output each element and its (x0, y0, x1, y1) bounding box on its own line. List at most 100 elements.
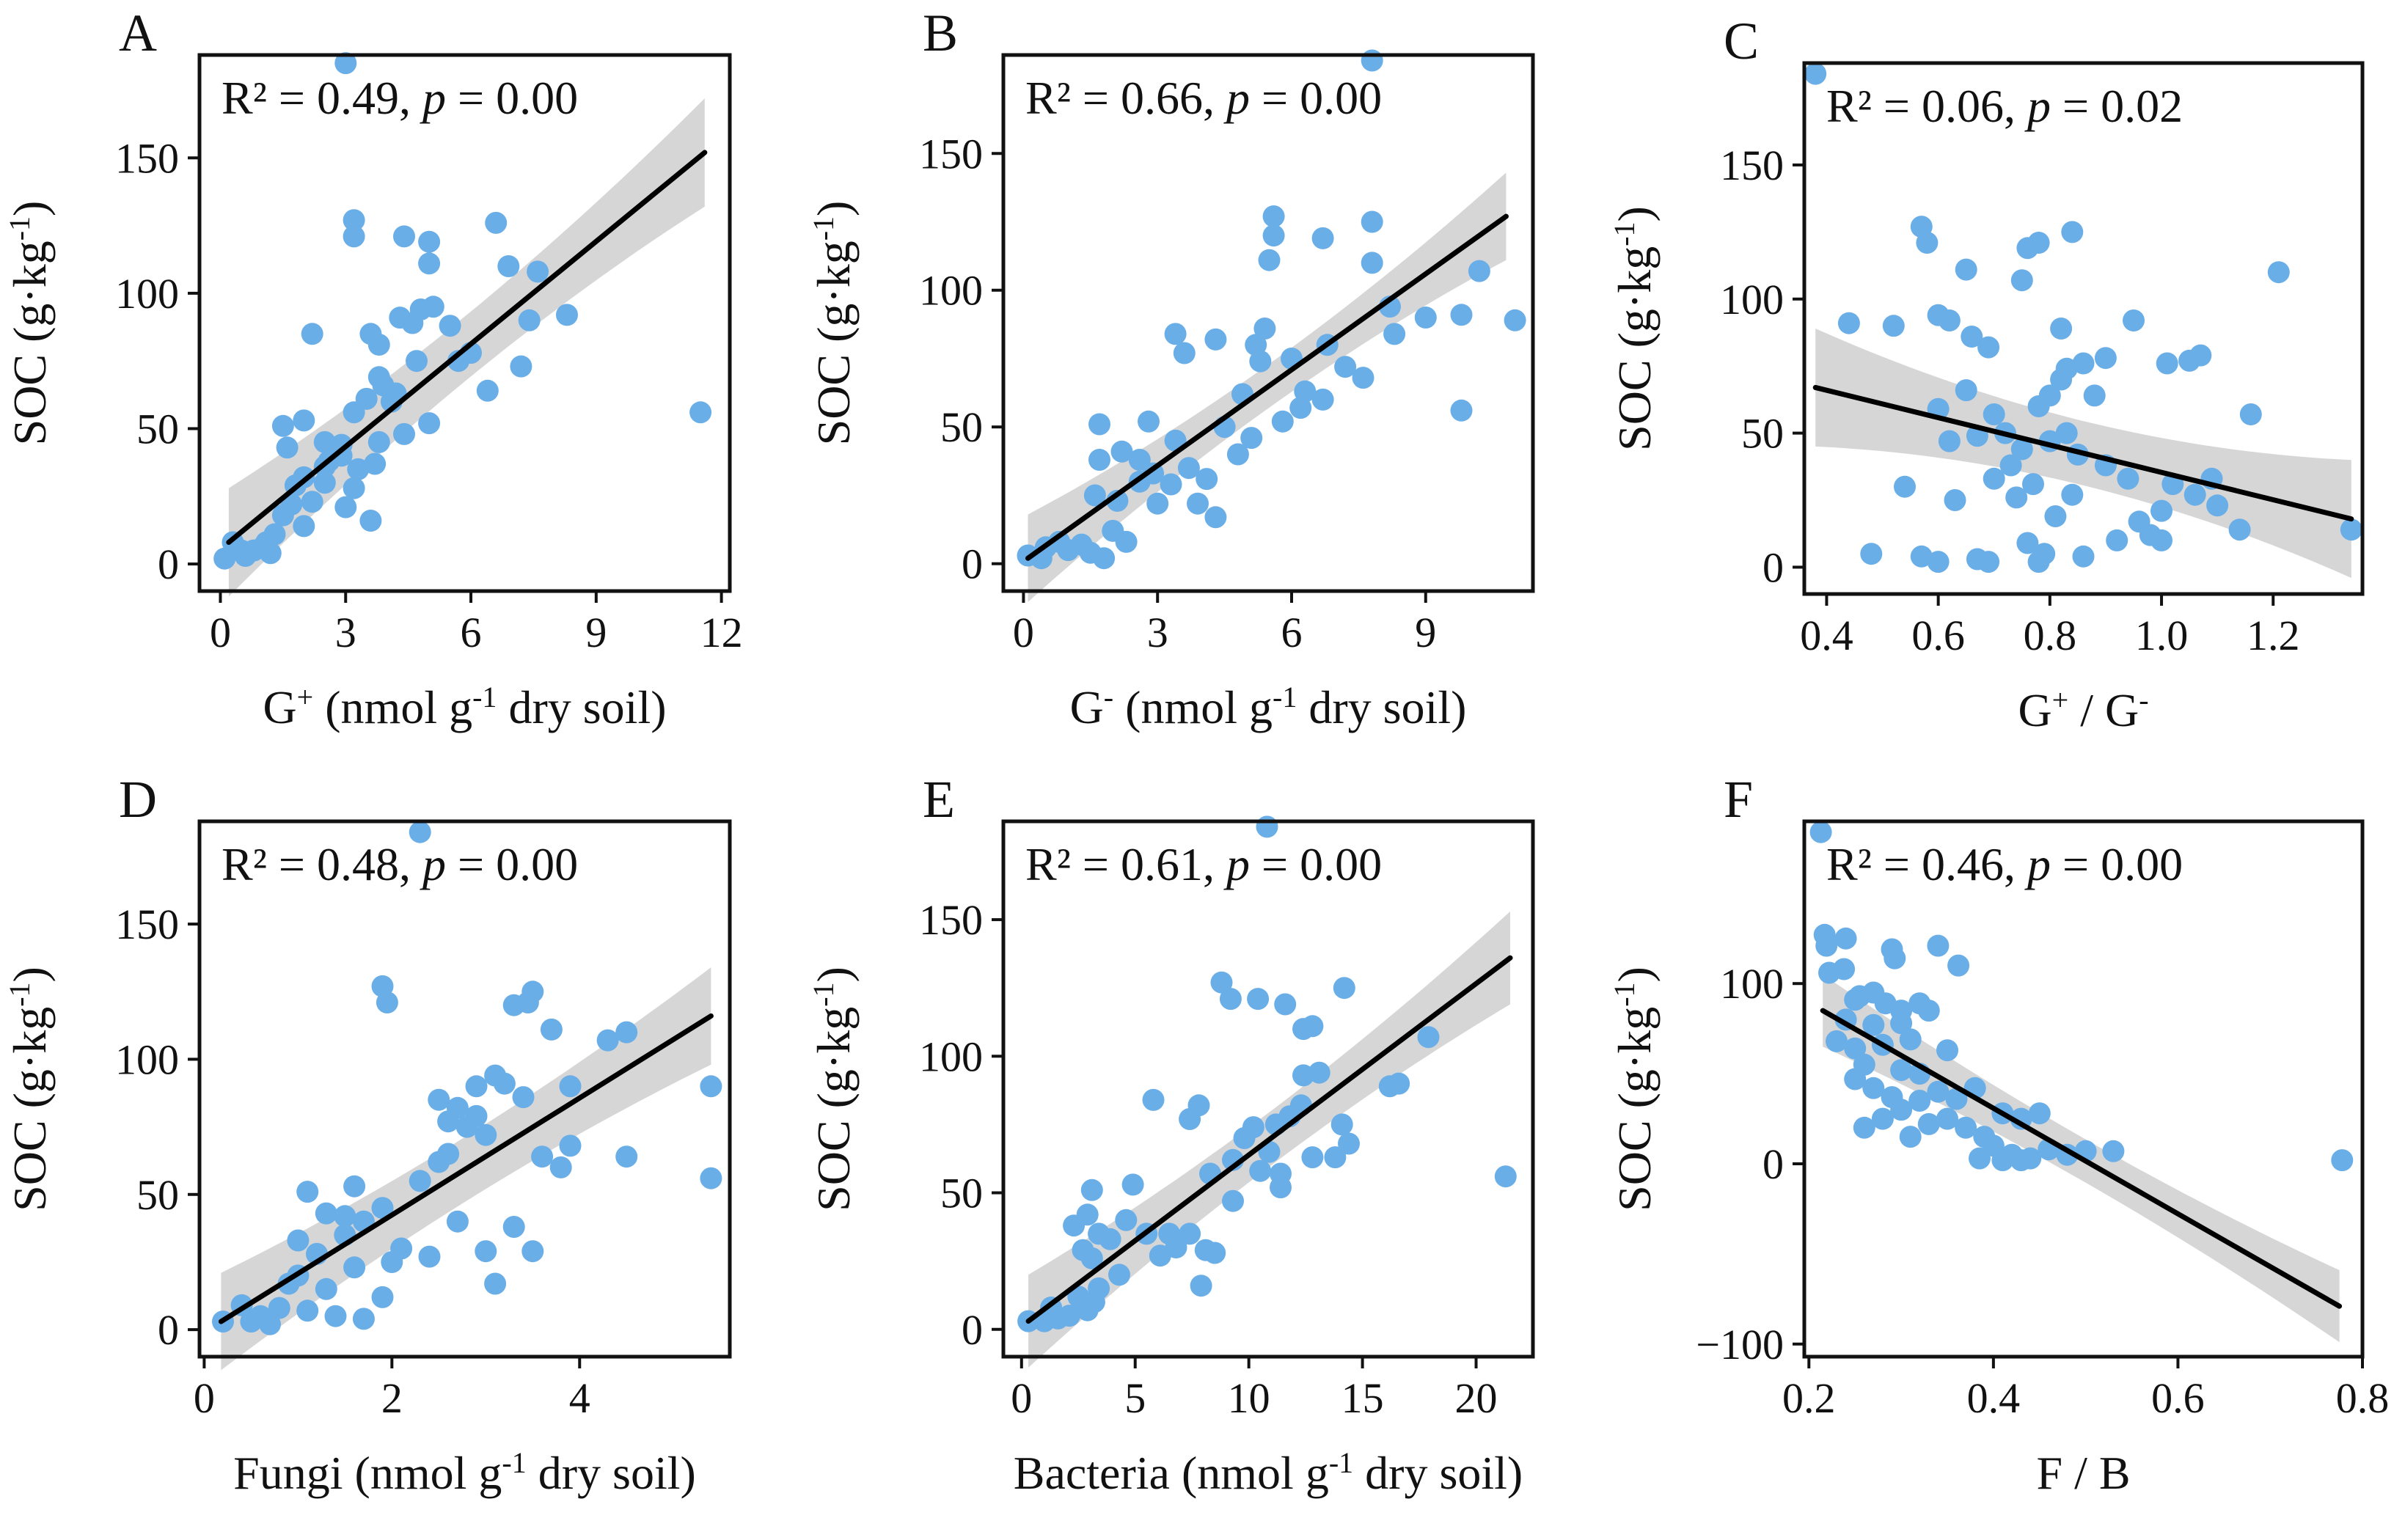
x-tick-label: 0 (1011, 1374, 1032, 1422)
x-label-main: Fungi (nmol g (233, 1447, 502, 1499)
p-letter: p (420, 838, 446, 890)
data-point (1108, 1264, 1130, 1286)
plot-frame (1001, 819, 1535, 1359)
x-label-rest: / G (2068, 684, 2139, 736)
x-tick-label: 10 (1228, 1374, 1270, 1422)
y-label-main: SOC (g (4, 1069, 56, 1211)
x-tick-label: 0.4 (1800, 612, 1853, 659)
data-point (1160, 473, 1182, 496)
data-point (502, 1216, 525, 1238)
data-point (364, 452, 387, 475)
data-point (1834, 927, 1857, 950)
x-tick-label: 3 (335, 609, 356, 656)
r2-value: 0.49 (317, 72, 399, 124)
data-point (343, 209, 365, 232)
data-point (1947, 954, 1970, 977)
data-point (1311, 227, 1334, 249)
y-tick-label: 150 (115, 134, 179, 182)
y-tick-label: 150 (919, 130, 983, 177)
x-label-main: Bacteria (nmol g (1014, 1447, 1329, 1499)
x-tick-label: 0 (210, 609, 231, 656)
data-point (315, 1277, 337, 1300)
data-point (1862, 1077, 1885, 1099)
data-point (2102, 1140, 2125, 1162)
plot-frame (197, 53, 732, 593)
y-label-dot: · (4, 287, 56, 303)
data-point (475, 1123, 497, 1146)
data-point (2010, 438, 2033, 461)
x-label-main: G (1070, 681, 1104, 733)
y-tick-label: 100 (1720, 960, 1784, 1008)
data-point (1240, 427, 1263, 450)
x-axis-label: G- (nmol g-1 dry soil) (1070, 681, 1467, 734)
y-tick-label: 150 (919, 896, 983, 944)
data-point (700, 1167, 722, 1189)
y-tick-label: 100 (115, 1035, 179, 1083)
y-label-main: SOC (g (1608, 1069, 1661, 1211)
data-point (1301, 1146, 1324, 1169)
y-tick-label: 150 (115, 901, 179, 948)
data-point (1352, 367, 1374, 389)
data-point (493, 1072, 516, 1095)
data-point (1338, 1132, 1360, 1155)
data-point (2050, 368, 2073, 391)
x-axis-label: G+ / G- (2018, 683, 2148, 737)
x-tick-label: 1.2 (2247, 612, 2300, 659)
data-point (2228, 518, 2251, 541)
data-point (2072, 352, 2095, 375)
data-point (689, 401, 712, 424)
data-point (352, 1308, 375, 1330)
data-point (1833, 958, 1856, 980)
p-value: 0.00 (496, 838, 578, 890)
data-point (476, 379, 499, 402)
x-label-rest: (nmol g (1113, 681, 1273, 733)
regression-line (1820, 1008, 2343, 1309)
stats-separator: , (1203, 72, 1226, 124)
y-axis-label: SOC (g·kg-1) (1608, 206, 1661, 451)
y-label-sup: -1 (807, 982, 840, 1006)
data-point (347, 458, 370, 480)
data-point (1927, 551, 1950, 573)
x-tick-label: 9 (1415, 609, 1436, 656)
data-point (2061, 483, 2084, 506)
x-tick-label: 0.8 (2336, 1374, 2390, 1422)
data-point (1969, 1147, 1991, 1170)
data-point (465, 1075, 488, 1098)
data-point (1079, 541, 1102, 564)
data-point (418, 1245, 441, 1268)
y-label-unit: kg (808, 241, 860, 287)
data-point (213, 547, 236, 570)
data-point (2010, 269, 2033, 292)
data-point (1067, 1286, 1090, 1308)
data-point (700, 1075, 722, 1098)
data-point (367, 430, 390, 453)
x-tick-label: 9 (585, 609, 607, 656)
data-point (2022, 473, 2044, 496)
stats-separator: , (1203, 838, 1226, 890)
x-axis-label: G+ (nmol g-1 dry soil) (263, 681, 666, 734)
data-point (330, 433, 353, 456)
data-point (2027, 232, 2050, 254)
data-point (1991, 1149, 2014, 1172)
data-point (1334, 356, 1357, 378)
panel-label: D (119, 770, 157, 829)
data-point (2083, 384, 2106, 407)
data-point (1115, 1209, 1138, 1231)
data-point (1330, 1113, 1353, 1136)
data-point (2150, 499, 2172, 522)
data-point (1247, 988, 1270, 1011)
data-point (2117, 467, 2139, 490)
data-point (527, 260, 549, 283)
r2-value: 0.48 (317, 838, 399, 890)
data-point (1884, 947, 1906, 969)
p-value: 0.00 (1300, 72, 1382, 124)
data-point (372, 374, 395, 397)
data-point (1999, 454, 2022, 477)
data-point (465, 1104, 488, 1127)
x-label-tail: dry soil) (1297, 681, 1466, 733)
data-point (1927, 1080, 1950, 1103)
data-point (1121, 1173, 1144, 1196)
stats-annotation: R² = 0.61, p = 0.00 (1025, 838, 1382, 890)
x-tick-label: 20 (1455, 1374, 1498, 1422)
data-point (259, 542, 282, 565)
